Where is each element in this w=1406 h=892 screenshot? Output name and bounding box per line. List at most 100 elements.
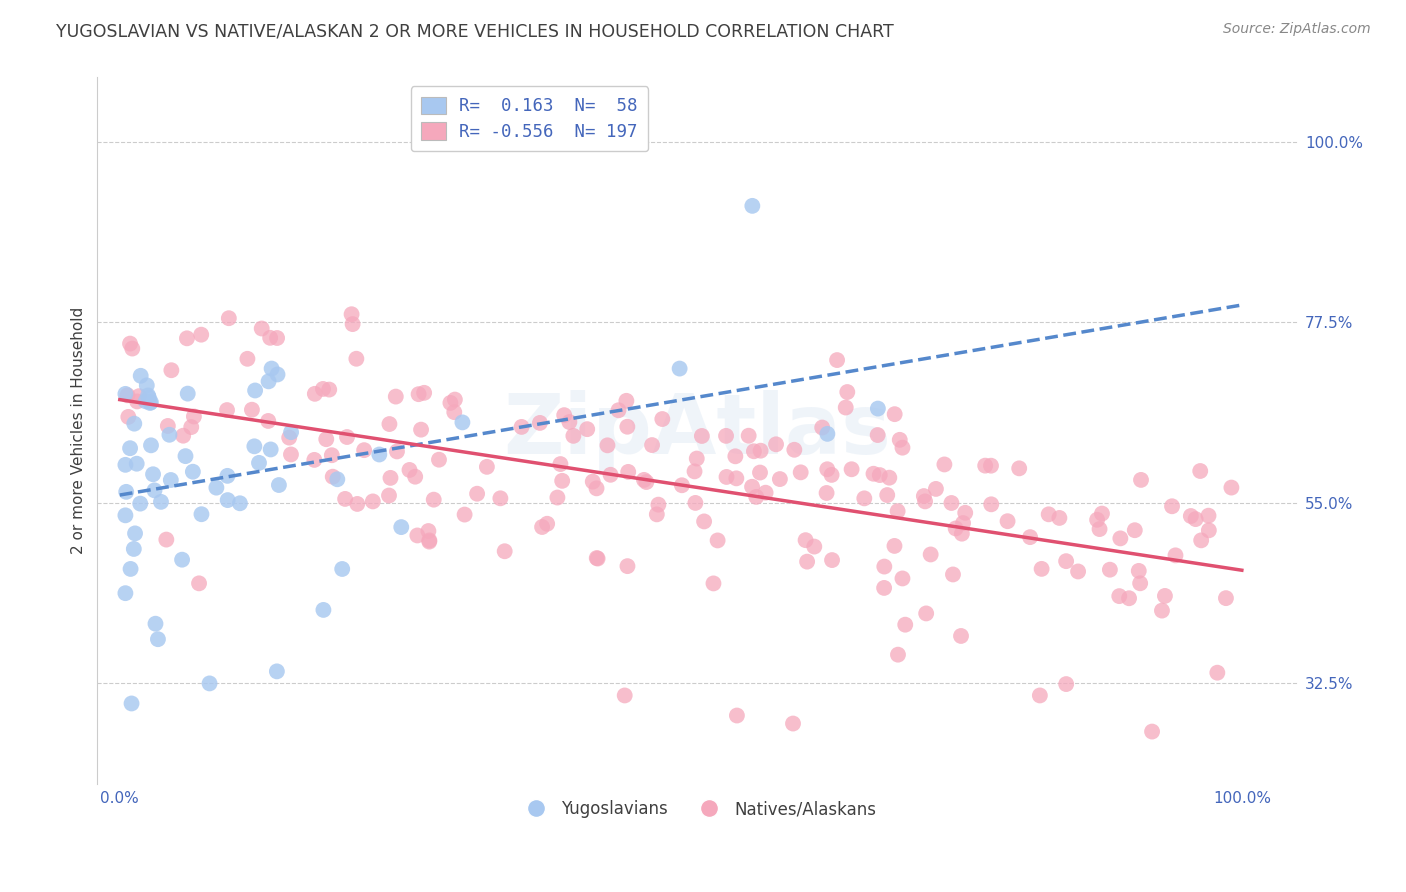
Point [149, 495, 172, 509]
Point [121, 697, 143, 711]
Point [188, 576, 211, 591]
Point [914, 494, 936, 508]
Point [250, 321, 273, 335]
Point [398, 463, 420, 477]
Point [266, 331, 288, 345]
Point [945, 521, 967, 535]
Point [135, 378, 157, 392]
Point [229, 496, 252, 510]
Point [1206, 665, 1229, 680]
Point [312, 603, 335, 617]
Point [353, 443, 375, 458]
Point [980, 497, 1002, 511]
Point [879, 471, 901, 485]
Point [862, 467, 884, 481]
Point [815, 426, 838, 441]
Point [266, 665, 288, 679]
Point [607, 403, 630, 417]
Point [616, 559, 638, 574]
Point [1161, 500, 1184, 514]
Point [114, 586, 136, 600]
Point [866, 428, 889, 442]
Point [176, 331, 198, 345]
Point [950, 629, 973, 643]
Point [934, 458, 956, 472]
Point [873, 559, 896, 574]
Point [616, 393, 638, 408]
Point [243, 439, 266, 453]
Point [651, 412, 673, 426]
Point [278, 431, 301, 445]
Point [641, 438, 664, 452]
Point [894, 617, 917, 632]
Point [551, 474, 574, 488]
Point [891, 441, 914, 455]
Point [891, 571, 914, 585]
Point [330, 562, 353, 576]
Point [841, 462, 863, 476]
Point [835, 401, 858, 415]
Point [215, 403, 238, 417]
Point [385, 444, 408, 458]
Point [124, 526, 146, 541]
Point [439, 396, 461, 410]
Point [138, 391, 160, 405]
Point [118, 336, 141, 351]
Point [562, 429, 585, 443]
Point [883, 539, 905, 553]
Point [974, 458, 997, 473]
Point [794, 533, 817, 548]
Point [1091, 507, 1114, 521]
Point [125, 457, 148, 471]
Point [243, 384, 266, 398]
Point [668, 361, 690, 376]
Point [869, 468, 891, 483]
Point [796, 555, 818, 569]
Point [114, 387, 136, 401]
Point [304, 453, 326, 467]
Point [127, 394, 149, 409]
Point [159, 473, 181, 487]
Point [346, 497, 368, 511]
Point [886, 504, 908, 518]
Point [765, 437, 787, 451]
Point [217, 468, 239, 483]
Point [115, 484, 138, 499]
Point [693, 515, 716, 529]
Point [745, 490, 768, 504]
Point [259, 331, 281, 345]
Point [737, 428, 759, 442]
Point [1150, 604, 1173, 618]
Point [811, 420, 834, 434]
Point [1198, 508, 1220, 523]
Text: YUGOSLAVIAN VS NATIVE/ALASKAN 2 OR MORE VEHICLES IN HOUSEHOLD CORRELATION CHART: YUGOSLAVIAN VS NATIVE/ALASKAN 2 OR MORE … [56, 22, 894, 40]
Point [181, 465, 204, 479]
Point [146, 632, 169, 647]
Point [585, 551, 607, 566]
Point [117, 388, 139, 402]
Point [409, 423, 432, 437]
Point [683, 464, 706, 478]
Point [494, 544, 516, 558]
Point [586, 551, 609, 566]
Point [1047, 511, 1070, 525]
Point [117, 409, 139, 424]
Point [755, 485, 778, 500]
Point [825, 353, 848, 368]
Point [942, 567, 965, 582]
Point [616, 419, 638, 434]
Point [613, 689, 636, 703]
Point [742, 444, 765, 458]
Point [1038, 508, 1060, 522]
Point [139, 438, 162, 452]
Point [142, 467, 165, 482]
Point [1088, 522, 1111, 536]
Point [536, 516, 558, 531]
Point [725, 471, 748, 485]
Point [1054, 554, 1077, 568]
Point [1031, 562, 1053, 576]
Point [876, 488, 898, 502]
Point [550, 457, 572, 471]
Point [406, 528, 429, 542]
Point [136, 388, 159, 402]
